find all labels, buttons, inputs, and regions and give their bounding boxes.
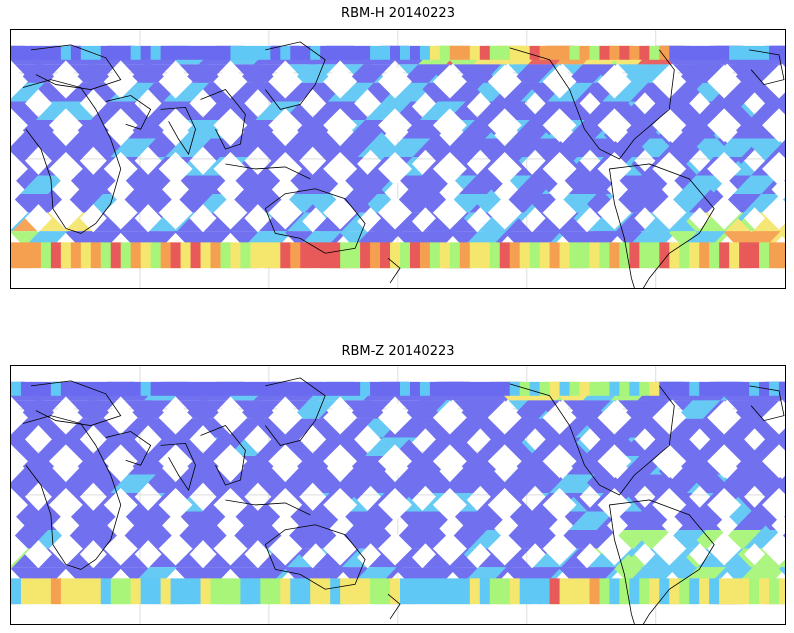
- panel-title-top: RBM-H 20140223: [341, 6, 455, 21]
- polar-bands: [11, 45, 785, 269]
- coverage-gaps: [11, 64, 785, 230]
- polar-bands: [11, 381, 785, 605]
- coastlines: [22, 377, 785, 624]
- coastlines: [22, 41, 785, 288]
- map-svg-bottom: [11, 366, 785, 624]
- map-svg-top: [11, 30, 785, 288]
- map-panel-top: [10, 29, 786, 289]
- map-panel-bottom: [10, 365, 786, 625]
- panel-title-bottom: RBM-Z 20140223: [341, 344, 455, 359]
